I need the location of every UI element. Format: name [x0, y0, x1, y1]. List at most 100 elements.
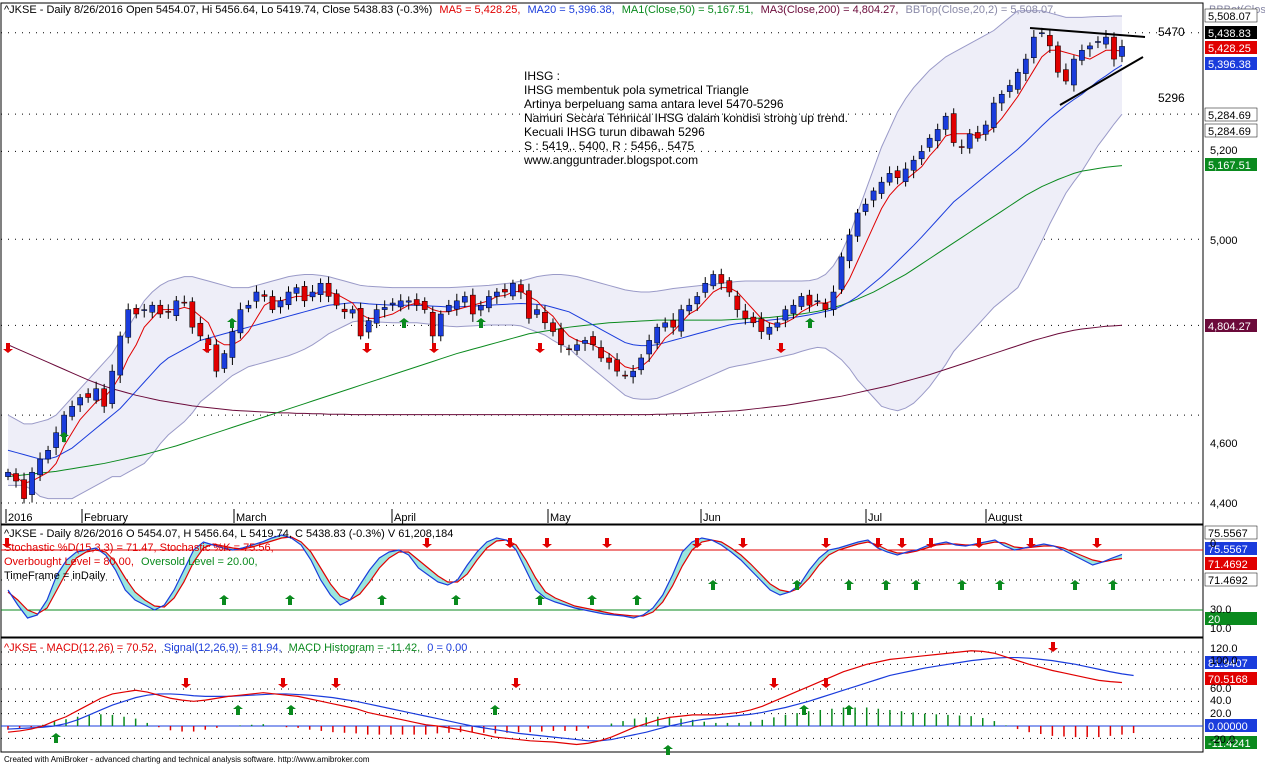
stoch-axis-tick: 0: [1210, 538, 1216, 550]
macd-signal-line: [7, 656, 1134, 742]
candle-body: [1055, 45, 1061, 73]
level-label-upper: 5470: [1158, 25, 1185, 39]
price-axis-tick: 4,400: [1210, 498, 1238, 510]
stoch-value-label-bg: [1204, 572, 1258, 587]
candle-body: [702, 282, 709, 293]
annotation-line: www.angguntrader.blogspot.com: [523, 153, 698, 167]
bollinger-band: [7, 10, 1123, 500]
candle-body: [405, 300, 412, 303]
candle-body: [445, 304, 452, 312]
sell-arrow: [821, 538, 831, 548]
candle-body: [958, 146, 965, 148]
candle-body: [526, 290, 532, 319]
sell-arrow: [897, 538, 907, 548]
macd-arrows: [51, 642, 1058, 755]
candle-body: [37, 458, 43, 476]
candle-body: [862, 203, 869, 212]
sell-arrow: [181, 678, 191, 688]
price-value-label: 5,428.25: [1208, 43, 1251, 55]
buy-arrow: [799, 705, 809, 715]
macd-axis-tick: 20.0: [1210, 708, 1231, 720]
month-label: May: [550, 512, 571, 524]
candle-body: [349, 309, 356, 314]
macd-value-label-bg: [1205, 736, 1257, 749]
candle-body: [173, 300, 180, 317]
candle-body: [325, 282, 332, 297]
buy-arrow: [451, 595, 461, 605]
sell-arrow: [974, 538, 984, 548]
sell-arrow: [738, 538, 748, 548]
macd-axis-tick: 40.0: [1210, 695, 1231, 707]
bb-bottom-line: [8, 113, 1123, 500]
annotation-line: Namun Secara Tehnical IHSG dalam kondisi…: [524, 111, 848, 125]
sell-arrow: [278, 678, 288, 688]
macd-value-label-bg: [1205, 672, 1257, 685]
sell-arrow: [692, 538, 702, 548]
buy-arrow: [1108, 580, 1118, 590]
header-ma20: MA20 = 5,396.38,: [528, 4, 615, 16]
candle-body: [814, 300, 821, 303]
macd-header-b: Signal(12,26,9) = 81.94,: [164, 642, 282, 654]
candle-body: [694, 296, 701, 305]
candle-body: [1087, 45, 1093, 50]
buy-arrow: [285, 595, 295, 605]
header-ma50: MA1(Close,50) = 5,167.51,: [622, 4, 754, 16]
macd-axis-tick: 120.0: [1210, 643, 1238, 655]
sell-arrow: [202, 343, 212, 353]
candle-body: [1103, 36, 1109, 45]
candle-body: [494, 291, 500, 297]
stoch-value-label-bg: [1205, 612, 1257, 625]
sell-arrow: [422, 538, 432, 548]
candle-body: [357, 308, 364, 337]
candle-body: [542, 311, 548, 324]
buy-arrow: [399, 318, 409, 328]
macd-gridlines: [1, 651, 1203, 739]
sell-arrow: [331, 678, 341, 688]
oversold-label: Oversold Level = 20.00,: [141, 556, 258, 568]
candle-body: [1079, 50, 1085, 61]
candle-body: [157, 304, 164, 315]
sell-arrow: [2, 538, 12, 548]
candle-body: [942, 115, 949, 130]
candle-body: [686, 304, 693, 312]
annotation-line: Kecuali IHSG turun dibawah 5296: [524, 125, 705, 139]
price-value-label-bg: [1204, 107, 1258, 122]
bb-top-line: [7, 10, 1123, 425]
buy-arrow: [805, 318, 815, 328]
stoch-line2: Stochastic %D(15,3,3) = 71.47, Stochasti…: [4, 542, 274, 554]
candle-body: [502, 289, 508, 293]
candle-body: [365, 320, 372, 333]
candle-body: [165, 311, 172, 313]
candle-body: [429, 311, 436, 337]
level-label-lower: 5296: [1158, 91, 1185, 105]
stoch-line3: Overbought Level = 80.00, Oversold Level…: [4, 556, 258, 568]
candle-body: [934, 129, 941, 142]
candle-body: [197, 322, 204, 337]
month-label: Jul: [868, 512, 882, 524]
candle-body: [710, 274, 717, 287]
candle-body: [1039, 32, 1045, 34]
macd-header-c: MACD Histogram = -11.42,: [289, 642, 421, 654]
candle-body: [670, 319, 677, 328]
candle-body: [742, 310, 749, 319]
macd-lines: [7, 650, 1134, 746]
macd-value-label: 0.00000: [1208, 721, 1248, 733]
price-value-label: 4,804.27: [1208, 321, 1251, 333]
stoch-d-line: [7, 536, 1123, 617]
buy-arrow: [995, 580, 1005, 590]
candle-body: [950, 113, 957, 143]
candle-body: [477, 304, 484, 311]
candlesticks: [5, 27, 1125, 504]
price-value-label: 5,508.07: [1208, 11, 1251, 23]
sell-arrow: [535, 343, 545, 353]
candle-body: [461, 296, 468, 303]
sell-arrow: [1026, 538, 1036, 548]
candle-body: [469, 294, 476, 315]
candle-body: [750, 316, 757, 324]
sell-arrow: [926, 538, 936, 548]
sell-arrow: [362, 343, 372, 353]
candle-body: [277, 300, 284, 308]
candle-body: [518, 284, 524, 293]
candle-body: [421, 301, 428, 310]
candle-body: [221, 353, 228, 369]
